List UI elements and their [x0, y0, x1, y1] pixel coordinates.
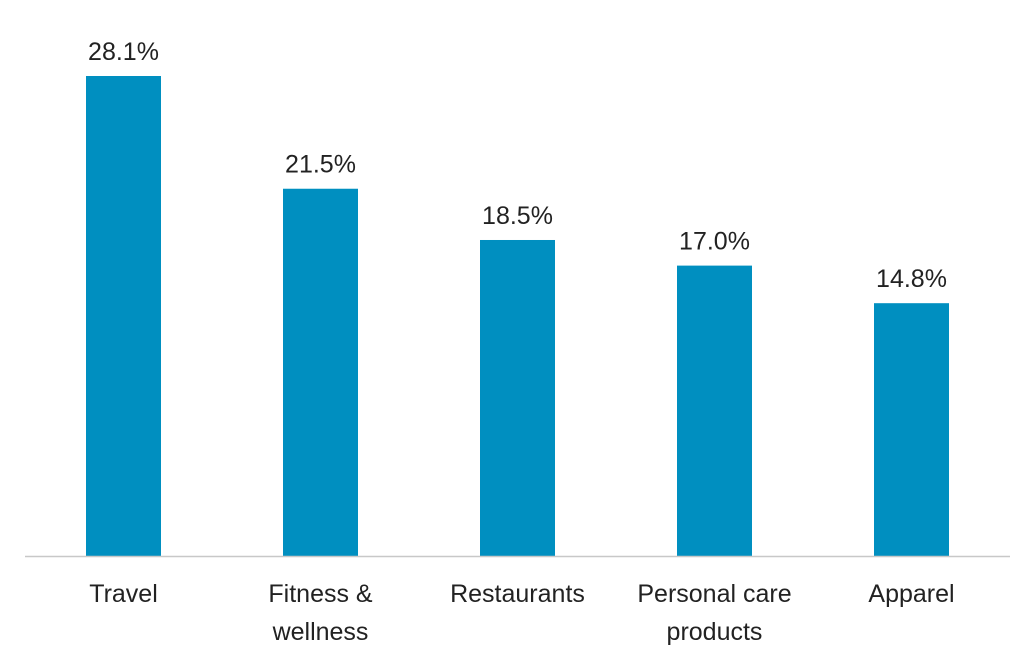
- x-tick-label-1-line-0: Fitness &: [268, 580, 373, 608]
- data-label-3: 17.0%: [679, 228, 750, 256]
- bar-1: [283, 188, 358, 556]
- data-label-0: 28.1%: [88, 38, 159, 66]
- bar-3: [677, 265, 752, 556]
- x-tick-label-2: Restaurants: [450, 580, 585, 608]
- data-label-1: 21.5%: [285, 151, 356, 179]
- x-tick-label-1-line-1: wellness: [272, 618, 369, 646]
- x-tick-label-4-line-0: Apparel: [868, 580, 954, 608]
- x-tick-label-0-line-0: Travel: [89, 580, 158, 608]
- x-tick-labels-group: Travel Fitness & wellness Restaurants Person…: [89, 580, 954, 646]
- bars-group: [86, 76, 949, 556]
- bar-2: [480, 239, 555, 556]
- bar-4: [874, 303, 949, 556]
- x-tick-label-4: Apparel: [868, 580, 954, 608]
- x-tick-label-1: Fitness & wellness: [268, 580, 373, 646]
- bar-0: [86, 76, 161, 556]
- x-tick-label-2-line-0: Restaurants: [450, 580, 585, 608]
- x-tick-label-0: Travel: [89, 580, 158, 608]
- data-label-2: 18.5%: [482, 202, 553, 230]
- x-tick-label-3-line-0: Personal care: [637, 580, 791, 608]
- data-labels-group: 28.1% 21.5% 18.5% 17.0% 14.8%: [88, 38, 947, 293]
- x-tick-label-3-line-1: products: [667, 618, 763, 646]
- x-tick-label-3: Personal care products: [637, 580, 791, 646]
- data-label-4: 14.8%: [876, 265, 947, 293]
